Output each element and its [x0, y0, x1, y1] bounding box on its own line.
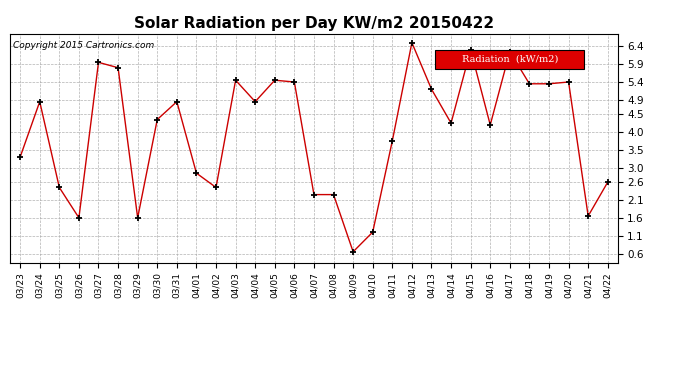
Text: Copyright 2015 Cartronics.com: Copyright 2015 Cartronics.com: [13, 40, 155, 50]
FancyBboxPatch shape: [435, 50, 584, 69]
Title: Solar Radiation per Day KW/m2 20150422: Solar Radiation per Day KW/m2 20150422: [134, 16, 494, 31]
Text: Radiation  (kW/m2): Radiation (kW/m2): [462, 55, 558, 64]
